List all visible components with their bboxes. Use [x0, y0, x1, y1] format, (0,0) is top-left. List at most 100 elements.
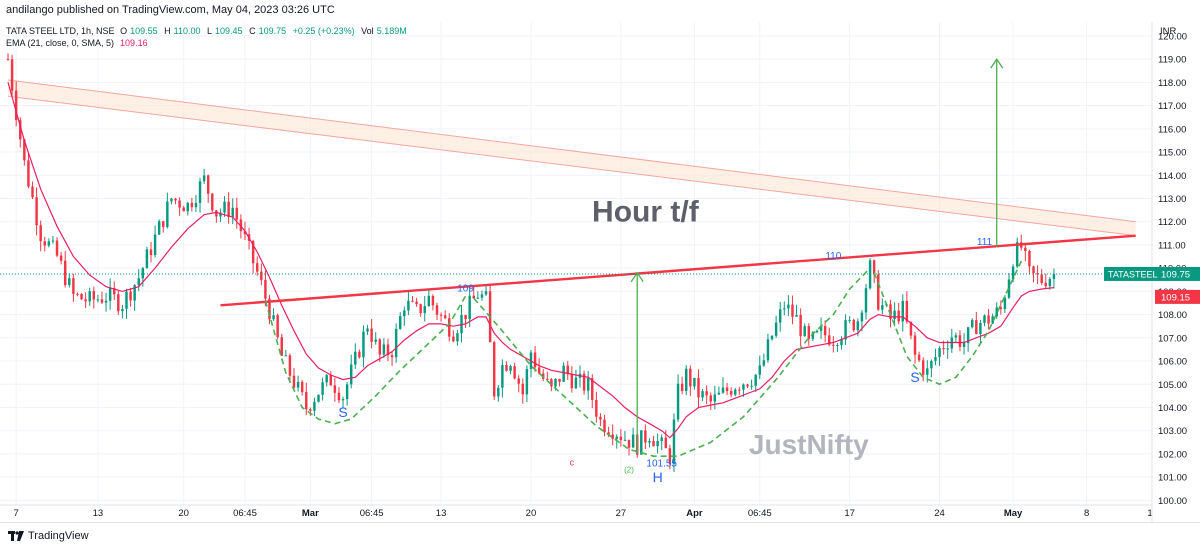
candle-body[interactable] — [84, 299, 87, 302]
symbol-name[interactable]: TATA STEEL LTD, 1h, NSE — [6, 26, 115, 36]
candle-body[interactable] — [848, 319, 851, 321]
candle-body[interactable] — [14, 90, 18, 121]
candle-body[interactable] — [999, 307, 1003, 310]
candle-body[interactable] — [370, 328, 373, 342]
candle-body[interactable] — [284, 355, 288, 357]
candle-body[interactable] — [901, 300, 904, 322]
candle-body[interactable] — [484, 291, 488, 295]
candle-body[interactable] — [558, 378, 561, 382]
candle-body[interactable] — [672, 419, 676, 464]
candle-body[interactable] — [758, 365, 761, 375]
candle-body[interactable] — [640, 430, 643, 455]
candle-body[interactable] — [399, 316, 402, 329]
candle-body[interactable] — [235, 207, 239, 220]
candle-body[interactable] — [921, 360, 925, 375]
candle-body[interactable] — [828, 335, 831, 345]
candle-body[interactable] — [562, 365, 565, 382]
candle-body[interactable] — [787, 304, 790, 309]
candle-body[interactable] — [979, 322, 982, 335]
candle-body[interactable] — [117, 294, 120, 312]
candle-body[interactable] — [448, 318, 451, 337]
ema-price-tag[interactable] — [1155, 289, 1200, 304]
candle-body[interactable] — [721, 387, 725, 393]
candle-body[interactable] — [51, 240, 55, 242]
candle-body[interactable] — [362, 331, 365, 358]
candle-body[interactable] — [411, 300, 414, 302]
candle-body[interactable] — [186, 202, 189, 212]
candle-body[interactable] — [554, 378, 557, 387]
candle-body[interactable] — [276, 315, 279, 338]
tradingview-brand[interactable]: TradingView — [28, 530, 89, 542]
candle-body[interactable] — [190, 202, 194, 208]
candle-body[interactable] — [329, 375, 332, 386]
candle-body[interactable] — [349, 364, 353, 385]
channel-line-upper[interactable] — [7, 79, 1136, 223]
candle-body[interactable] — [1048, 279, 1052, 287]
candle-body[interactable] — [452, 336, 455, 342]
candle-body[interactable] — [92, 291, 96, 300]
ema-label[interactable]: EMA (21, close, 0, SMA, 5) — [6, 38, 115, 48]
candle-body[interactable] — [819, 325, 823, 331]
candle-body[interactable] — [983, 315, 986, 323]
candle-body[interactable] — [382, 344, 386, 355]
pattern-curve-1[interactable] — [264, 295, 467, 425]
candle-body[interactable] — [27, 160, 30, 187]
candle-body[interactable] — [762, 360, 766, 366]
plot-area[interactable] — [0, 22, 1152, 505]
candle-body[interactable] — [39, 225, 42, 242]
candle-body[interactable] — [599, 416, 602, 420]
candle-body[interactable] — [243, 231, 247, 235]
candle-body[interactable] — [88, 291, 91, 302]
candle-body[interactable] — [517, 378, 520, 384]
candle-body[interactable] — [832, 344, 835, 346]
candle-body[interactable] — [374, 339, 377, 342]
candle-body[interactable] — [1040, 274, 1043, 283]
candle-body[interactable] — [546, 378, 549, 380]
candle-body[interactable] — [149, 249, 153, 256]
candle-body[interactable] — [431, 295, 435, 306]
candle-body[interactable] — [860, 312, 864, 322]
candle-body[interactable] — [1024, 247, 1027, 251]
candle-body[interactable] — [701, 391, 704, 398]
candle-body[interactable] — [913, 335, 917, 355]
candle-body[interactable] — [586, 378, 590, 391]
candle-body[interactable] — [251, 240, 255, 264]
candle-body[interactable] — [497, 387, 500, 397]
candle-body[interactable] — [125, 291, 128, 309]
candle-body[interactable] — [729, 391, 733, 395]
candle-body[interactable] — [521, 383, 525, 395]
candle-body[interactable] — [795, 314, 798, 317]
candle-body[interactable] — [166, 201, 169, 227]
candle-body[interactable] — [223, 201, 226, 213]
candle-body[interactable] — [104, 300, 108, 303]
candle-body[interactable] — [550, 379, 553, 387]
candle-body[interactable] — [133, 285, 136, 301]
candle-body[interactable] — [615, 436, 618, 439]
resistance-channel-band[interactable] — [8, 80, 1136, 236]
candle-body[interactable] — [272, 315, 275, 320]
candle-body[interactable] — [268, 298, 271, 320]
candle-body[interactable] — [174, 198, 177, 201]
candle-body[interactable] — [227, 201, 230, 217]
candle-body[interactable] — [305, 392, 308, 410]
candle-body[interactable] — [300, 381, 304, 393]
candle-body[interactable] — [652, 440, 655, 447]
candle-body[interactable] — [685, 368, 688, 392]
candle-body[interactable] — [533, 352, 537, 368]
candle-body[interactable] — [317, 394, 320, 402]
candle-body[interactable] — [162, 221, 165, 227]
candle-body[interactable] — [231, 207, 234, 217]
candle-body[interactable] — [10, 59, 14, 91]
candle-body[interactable] — [19, 120, 22, 140]
candle-body[interactable] — [966, 327, 970, 344]
candle-body[interactable] — [378, 339, 382, 355]
candle-body[interactable] — [403, 310, 406, 317]
candle-body[interactable] — [566, 365, 569, 375]
candle-body[interactable] — [1032, 266, 1035, 274]
candle-body[interactable] — [603, 419, 606, 433]
candle-body[interactable] — [783, 308, 786, 310]
candle-body[interactable] — [574, 377, 578, 389]
candle-body[interactable] — [660, 437, 663, 441]
channel-line-lower[interactable] — [7, 95, 1136, 237]
candle-body[interactable] — [280, 337, 283, 356]
